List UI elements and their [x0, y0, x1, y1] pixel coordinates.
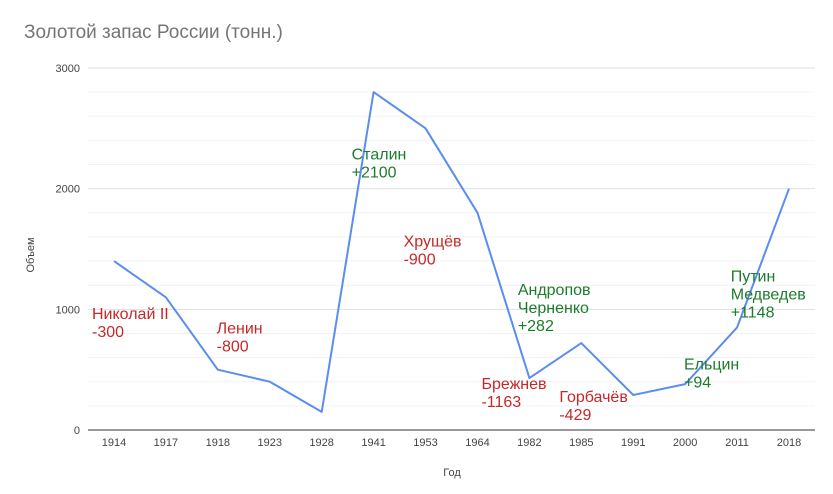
annotation: Брежнев -1163: [481, 376, 546, 411]
annotation-line: -300: [92, 324, 124, 341]
x-tick-label: 1953: [413, 437, 437, 449]
x-tick-label: 1964: [465, 437, 489, 449]
x-tick-label: 2011: [725, 437, 749, 449]
annotation: Сталин +2100: [352, 147, 407, 182]
annotation-line: Медведев: [731, 287, 806, 304]
grid: [88, 67, 815, 407]
annotation-line: Ленин: [217, 320, 263, 337]
annotation-line: -429: [559, 407, 591, 424]
annotation-line: Брежнев: [481, 376, 546, 393]
annotation: Путин Медведев +1148: [731, 269, 806, 322]
axes: 0 1000 2000 3000 1914 1917 1918 1923 1928 1941 195…: [56, 63, 815, 449]
annotation: Ленин -800: [217, 320, 263, 355]
annotation: Ельцин +94: [684, 357, 739, 392]
annotation-line: +94: [684, 375, 711, 392]
x-tick-label: 1982: [517, 437, 541, 449]
x-tick-label: 2000: [673, 437, 697, 449]
annotation-line: Путин: [731, 269, 776, 286]
annotation-line: +2100: [352, 165, 397, 182]
annotation-line: +282: [518, 318, 554, 335]
annotation-line: +1148: [731, 305, 775, 322]
annotation-line: Ельцин: [684, 357, 739, 374]
annotation: Андропов Черненко +282: [518, 282, 591, 335]
x-tick-label: 1928: [309, 437, 333, 449]
annotation-line: Сталин: [352, 147, 407, 164]
x-tick-label: 1991: [621, 437, 645, 449]
x-tick-label: 1941: [361, 437, 385, 449]
series: [113, 91, 790, 413]
y-tick-label: 1000: [56, 304, 80, 316]
annotations: Николай II -300 Ленин -800 Сталин +2100 Хрущёв…: [92, 147, 806, 425]
x-tick-label: 2018: [777, 437, 801, 449]
y-tick-label: 3000: [56, 63, 80, 75]
x-tick-label: 1985: [569, 437, 593, 449]
annotation: Горбачёв -429: [559, 389, 627, 424]
y-tick-label: 0: [74, 425, 80, 437]
annotation-line: Черненко: [518, 300, 589, 317]
y-axis-title: Объем: [25, 237, 37, 272]
annotation-line: Горбачёв: [559, 389, 627, 406]
chart-title: Золотой запас России (тонн.): [24, 22, 283, 43]
annotation-line: -800: [217, 338, 249, 355]
annotation-line: -1163: [481, 394, 521, 411]
x-tick-label: 1917: [154, 437, 178, 449]
x-tick-label: 1914: [102, 437, 126, 449]
annotation: Хрущёв -900: [404, 234, 462, 269]
y-tick-label: 2000: [56, 184, 80, 196]
x-axis-title: Год: [443, 467, 461, 479]
series-line: [113, 91, 790, 413]
annotation-line: -900: [404, 252, 436, 269]
annotation: Николай II -300: [92, 306, 169, 341]
annotation-line: Хрущёв: [404, 234, 462, 251]
annotation-line: Андропов: [518, 282, 591, 299]
x-tick-label: 1923: [258, 437, 282, 449]
annotation-line: Николай II: [92, 306, 169, 323]
x-tick-label: 1918: [206, 437, 230, 449]
